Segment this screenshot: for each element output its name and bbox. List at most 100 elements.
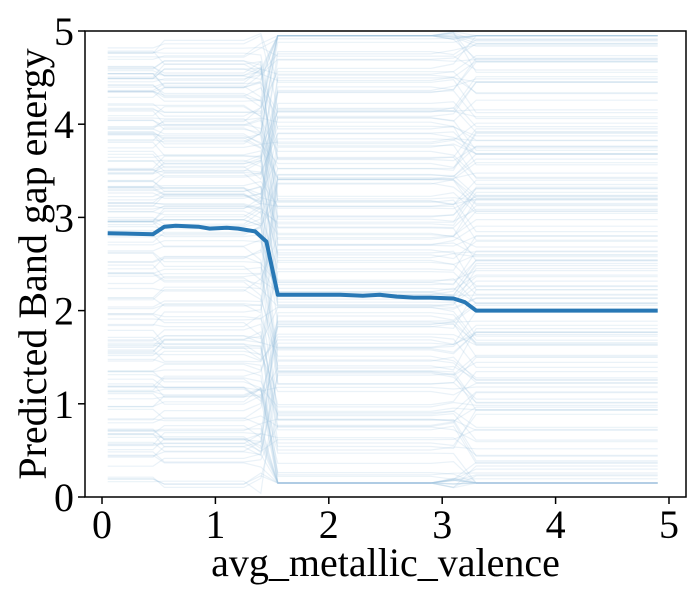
ice-line (107, 77, 658, 213)
ice-line (107, 101, 658, 206)
ice-line (107, 128, 658, 201)
ice-line (107, 331, 658, 420)
ice-line (107, 249, 658, 362)
ice-line (107, 35, 658, 134)
ice-line (107, 35, 658, 114)
ice-line (107, 109, 658, 266)
ice-line (107, 289, 658, 355)
ice-line (107, 119, 658, 178)
ice-line (107, 32, 658, 114)
ice-line (107, 67, 658, 214)
ice-line (107, 372, 658, 454)
ice-line (107, 331, 658, 457)
ice-line (107, 369, 658, 484)
ice-line (107, 472, 658, 485)
ice-line (107, 35, 658, 80)
ice-line (107, 186, 658, 225)
ice-line (107, 60, 658, 206)
ice-line (107, 35, 658, 83)
ice-line (107, 374, 658, 392)
average-line-layer (107, 223, 658, 313)
ice-line (107, 84, 658, 151)
ice-line (107, 153, 658, 337)
ice-line (107, 370, 658, 450)
ice-line (107, 132, 658, 222)
ice-lines (107, 31, 658, 495)
y-tick-label: 0 (54, 475, 74, 520)
ice-line (107, 314, 658, 406)
x-tick-label: 3 (432, 502, 452, 547)
ice-line (107, 51, 658, 145)
ice-line (107, 206, 658, 384)
ice-line (107, 322, 658, 387)
ice-line (107, 313, 658, 447)
ice-line (107, 273, 658, 371)
ice-line (107, 32, 658, 143)
ice-line (107, 76, 658, 196)
average-line (107, 223, 658, 313)
y-tick-label: 2 (54, 289, 74, 334)
ice-line (107, 202, 658, 271)
ice-line (107, 251, 658, 431)
ice-line (107, 159, 658, 248)
ice-line (107, 66, 658, 166)
x-tick-label: 2 (319, 502, 339, 547)
ice-line (107, 110, 658, 171)
ice-line (107, 385, 658, 484)
ice-line (107, 387, 658, 476)
y-axis-label: Predicted Band gap energy (10, 48, 55, 479)
ice-line (107, 373, 658, 457)
ice-line (107, 32, 658, 117)
x-tick-label: 0 (92, 502, 112, 547)
ice-line (107, 35, 658, 98)
ice-line (107, 306, 658, 341)
ice-line (107, 335, 658, 480)
ice-line (107, 417, 658, 484)
ice-line (107, 333, 658, 363)
ice-line (107, 356, 658, 467)
ice-line (107, 312, 658, 450)
y-tick-label: 5 (54, 9, 74, 54)
ice-line (107, 60, 658, 218)
ice-line (107, 297, 658, 412)
ice-line (107, 71, 658, 128)
ice-line (107, 61, 658, 203)
ice-line (107, 329, 658, 396)
ice-line (107, 428, 658, 484)
ice-line (107, 425, 658, 489)
ice-line (107, 255, 658, 286)
ice-line (107, 127, 658, 256)
ice-line (107, 128, 658, 145)
ice-line (107, 289, 658, 421)
ice-line (107, 32, 658, 76)
ice-line (107, 162, 658, 227)
ice-line (107, 196, 658, 233)
ice-line (107, 109, 658, 149)
ice-line (107, 43, 658, 93)
ice-line (107, 197, 658, 238)
ice-line (107, 58, 658, 158)
ice-line (107, 131, 658, 222)
ice-line (107, 34, 658, 112)
ice-line (107, 60, 658, 82)
ice-line (107, 35, 658, 118)
ice-line (107, 428, 658, 452)
ice-line (107, 361, 658, 495)
ice-line (107, 57, 658, 225)
x-tick-label: 1 (205, 502, 225, 547)
ice-line (107, 336, 658, 405)
y-tick-label: 1 (54, 382, 74, 427)
ice-line (107, 387, 658, 408)
y-tick-label: 3 (54, 195, 74, 240)
ice-line (107, 35, 658, 58)
ice-line (107, 180, 658, 229)
ice-line (107, 155, 658, 291)
ice-line (107, 191, 658, 226)
ice-line (107, 378, 658, 484)
y-tick-label: 4 (54, 102, 74, 147)
ice-line (107, 35, 658, 60)
ice-line (107, 226, 658, 376)
ice-line (107, 321, 658, 403)
ice-line (107, 192, 658, 291)
